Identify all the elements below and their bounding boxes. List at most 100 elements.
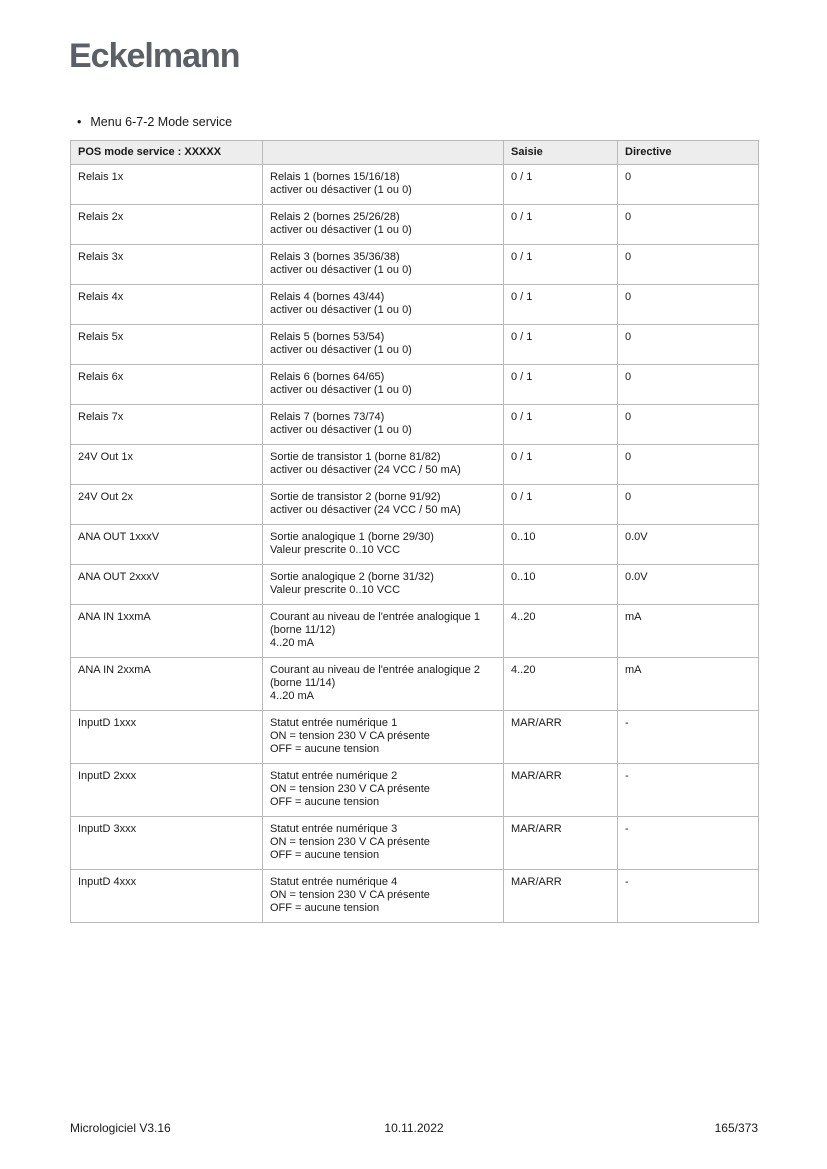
directive-cell: 0	[617, 484, 759, 525]
saisie-cell: MAR/ARR	[503, 763, 618, 817]
pos-cell: InputD 4xxx	[70, 869, 263, 923]
table-row: ANA OUT 1xxxV Sortie analogique 1 (borne …	[70, 524, 759, 565]
description-cell: Statut entrée numérique 1 ON = tension 2…	[262, 710, 504, 764]
pos-cell: Relais 6x	[70, 364, 263, 405]
saisie-cell: 0..10	[503, 564, 618, 605]
saisie-cell: 0 / 1	[503, 164, 618, 205]
table-row: Relais 3x Relais 3 (bornes 35/36/38) acti…	[70, 244, 759, 285]
description-cell: Sortie analogique 1 (borne 29/30) Valeur…	[262, 524, 504, 565]
directive-cell: -	[617, 816, 759, 870]
saisie-cell: 0 / 1	[503, 364, 618, 405]
header-directive: Directive	[617, 140, 759, 165]
pos-cell: Relais 7x	[70, 404, 263, 445]
table-row: 24V Out 2x Sortie de transistor 2 (borne …	[70, 484, 759, 525]
header-description	[262, 140, 504, 165]
saisie-cell: 4..20	[503, 657, 618, 711]
description-cell: Relais 2 (bornes 25/26/28) activer ou dé…	[262, 204, 504, 245]
description-cell: Relais 6 (bornes 64/65) activer ou désac…	[262, 364, 504, 405]
footer-date: 10.11.2022	[384, 1121, 444, 1135]
table-row: Relais 4x Relais 4 (bornes 43/44) activer…	[70, 284, 759, 325]
description-cell: Statut entrée numérique 4 ON = tension 2…	[262, 869, 504, 923]
service-mode-table: POS mode service : XXXXX Saisie Directiv…	[70, 140, 759, 923]
directive-cell: -	[617, 763, 759, 817]
saisie-cell: MAR/ARR	[503, 816, 618, 870]
table-row: 24V Out 1x Sortie de transistor 1 (borne …	[70, 444, 759, 485]
directive-cell: 0	[617, 284, 759, 325]
pos-cell: Relais 5x	[70, 324, 263, 365]
footer-page-number: 165/373	[714, 1121, 758, 1135]
footer-firmware-version: Micrologiciel V3.16	[70, 1121, 171, 1135]
description-cell: Relais 1 (bornes 15/16/18) activer ou dé…	[262, 164, 504, 205]
pos-cell: InputD 1xxx	[70, 710, 263, 764]
pos-cell: InputD 2xxx	[70, 763, 263, 817]
pos-cell: ANA OUT 1xxxV	[70, 524, 263, 565]
saisie-cell: 0 / 1	[503, 404, 618, 445]
description-cell: Sortie analogique 2 (borne 31/32) Valeur…	[262, 564, 504, 605]
saisie-cell: MAR/ARR	[503, 869, 618, 923]
description-cell: Relais 3 (bornes 35/36/38) activer ou dé…	[262, 244, 504, 285]
saisie-cell: 0 / 1	[503, 244, 618, 285]
directive-cell: 0	[617, 444, 759, 485]
directive-cell: 0.0V	[617, 524, 759, 565]
description-cell: Courant au niveau de l'entrée analogique…	[262, 604, 504, 658]
directive-cell: -	[617, 710, 759, 764]
directive-cell: 0	[617, 324, 759, 365]
eckelmann-logo: Eckelmann	[69, 37, 241, 75]
directive-cell: 0	[617, 164, 759, 205]
saisie-cell: 4..20	[503, 604, 618, 658]
table-row: ANA IN 2xxmA Courant au niveau de l'entré…	[70, 657, 759, 711]
menu-heading: • Menu 6-7-2 Mode service	[77, 115, 232, 129]
directive-cell: -	[617, 869, 759, 923]
table-row: InputD 3xxx Statut entrée numérique 3 ON …	[70, 816, 759, 870]
menu-heading-label: Menu 6-7-2 Mode service	[90, 115, 233, 129]
directive-cell: 0	[617, 364, 759, 405]
description-cell: Relais 4 (bornes 43/44) activer ou désac…	[262, 284, 504, 325]
directive-cell: mA	[617, 657, 759, 711]
pos-cell: InputD 3xxx	[70, 816, 263, 870]
table-row: Relais 2x Relais 2 (bornes 25/26/28) acti…	[70, 204, 759, 245]
table-row: InputD 1xxx Statut entrée numérique 1 ON …	[70, 710, 759, 764]
pos-cell: ANA IN 2xxmA	[70, 657, 263, 711]
description-cell: Sortie de transistor 1 (borne 81/82) act…	[262, 444, 504, 485]
saisie-cell: 0 / 1	[503, 444, 618, 485]
pos-cell: ANA OUT 2xxxV	[70, 564, 263, 605]
saisie-cell: 0 / 1	[503, 324, 618, 365]
table-row: InputD 2xxx Statut entrée numérique 2 ON …	[70, 763, 759, 817]
directive-cell: 0	[617, 244, 759, 285]
description-cell: Statut entrée numérique 2 ON = tension 2…	[262, 763, 504, 817]
description-cell: Courant au niveau de l'entrée analogique…	[262, 657, 504, 711]
table-header-row: POS mode service : XXXXX Saisie Directiv…	[70, 140, 759, 165]
saisie-cell: 0 / 1	[503, 284, 618, 325]
table-row: Relais 5x Relais 5 (bornes 53/54) activer…	[70, 324, 759, 365]
table-row: Relais 6x Relais 6 (bornes 64/65) activer…	[70, 364, 759, 405]
pos-cell: 24V Out 2x	[70, 484, 263, 525]
pos-cell: Relais 4x	[70, 284, 263, 325]
table-row: InputD 4xxx Statut entrée numérique 4 ON …	[70, 869, 759, 923]
pos-cell: Relais 2x	[70, 204, 263, 245]
directive-cell: 0	[617, 204, 759, 245]
description-cell: Relais 5 (bornes 53/54) activer ou désac…	[262, 324, 504, 365]
directive-cell: 0.0V	[617, 564, 759, 605]
header-saisie: Saisie	[503, 140, 618, 165]
description-cell: Relais 7 (bornes 73/74) activer ou désac…	[262, 404, 504, 445]
description-cell: Sortie de transistor 2 (borne 91/92) act…	[262, 484, 504, 525]
pos-cell: ANA IN 1xxmA	[70, 604, 263, 658]
pos-cell: Relais 3x	[70, 244, 263, 285]
bullet-icon: •	[77, 115, 82, 129]
saisie-cell: 0 / 1	[503, 484, 618, 525]
directive-cell: mA	[617, 604, 759, 658]
pos-cell: 24V Out 1x	[70, 444, 263, 485]
description-cell: Statut entrée numérique 3 ON = tension 2…	[262, 816, 504, 870]
table-row: ANA IN 1xxmA Courant au niveau de l'entré…	[70, 604, 759, 658]
pos-cell: Relais 1x	[70, 164, 263, 205]
saisie-cell: MAR/ARR	[503, 710, 618, 764]
service-table-body: Relais 1x Relais 1 (bornes 15/16/18) acti…	[70, 164, 759, 923]
table-row: Relais 7x Relais 7 (bornes 73/74) activer…	[70, 404, 759, 445]
table-row: ANA OUT 2xxxV Sortie analogique 2 (borne …	[70, 564, 759, 605]
saisie-cell: 0..10	[503, 524, 618, 565]
header-pos: POS mode service : XXXXX	[70, 140, 263, 165]
directive-cell: 0	[617, 404, 759, 445]
saisie-cell: 0 / 1	[503, 204, 618, 245]
table-header: POS mode service : XXXXX Saisie Directiv…	[70, 140, 759, 165]
